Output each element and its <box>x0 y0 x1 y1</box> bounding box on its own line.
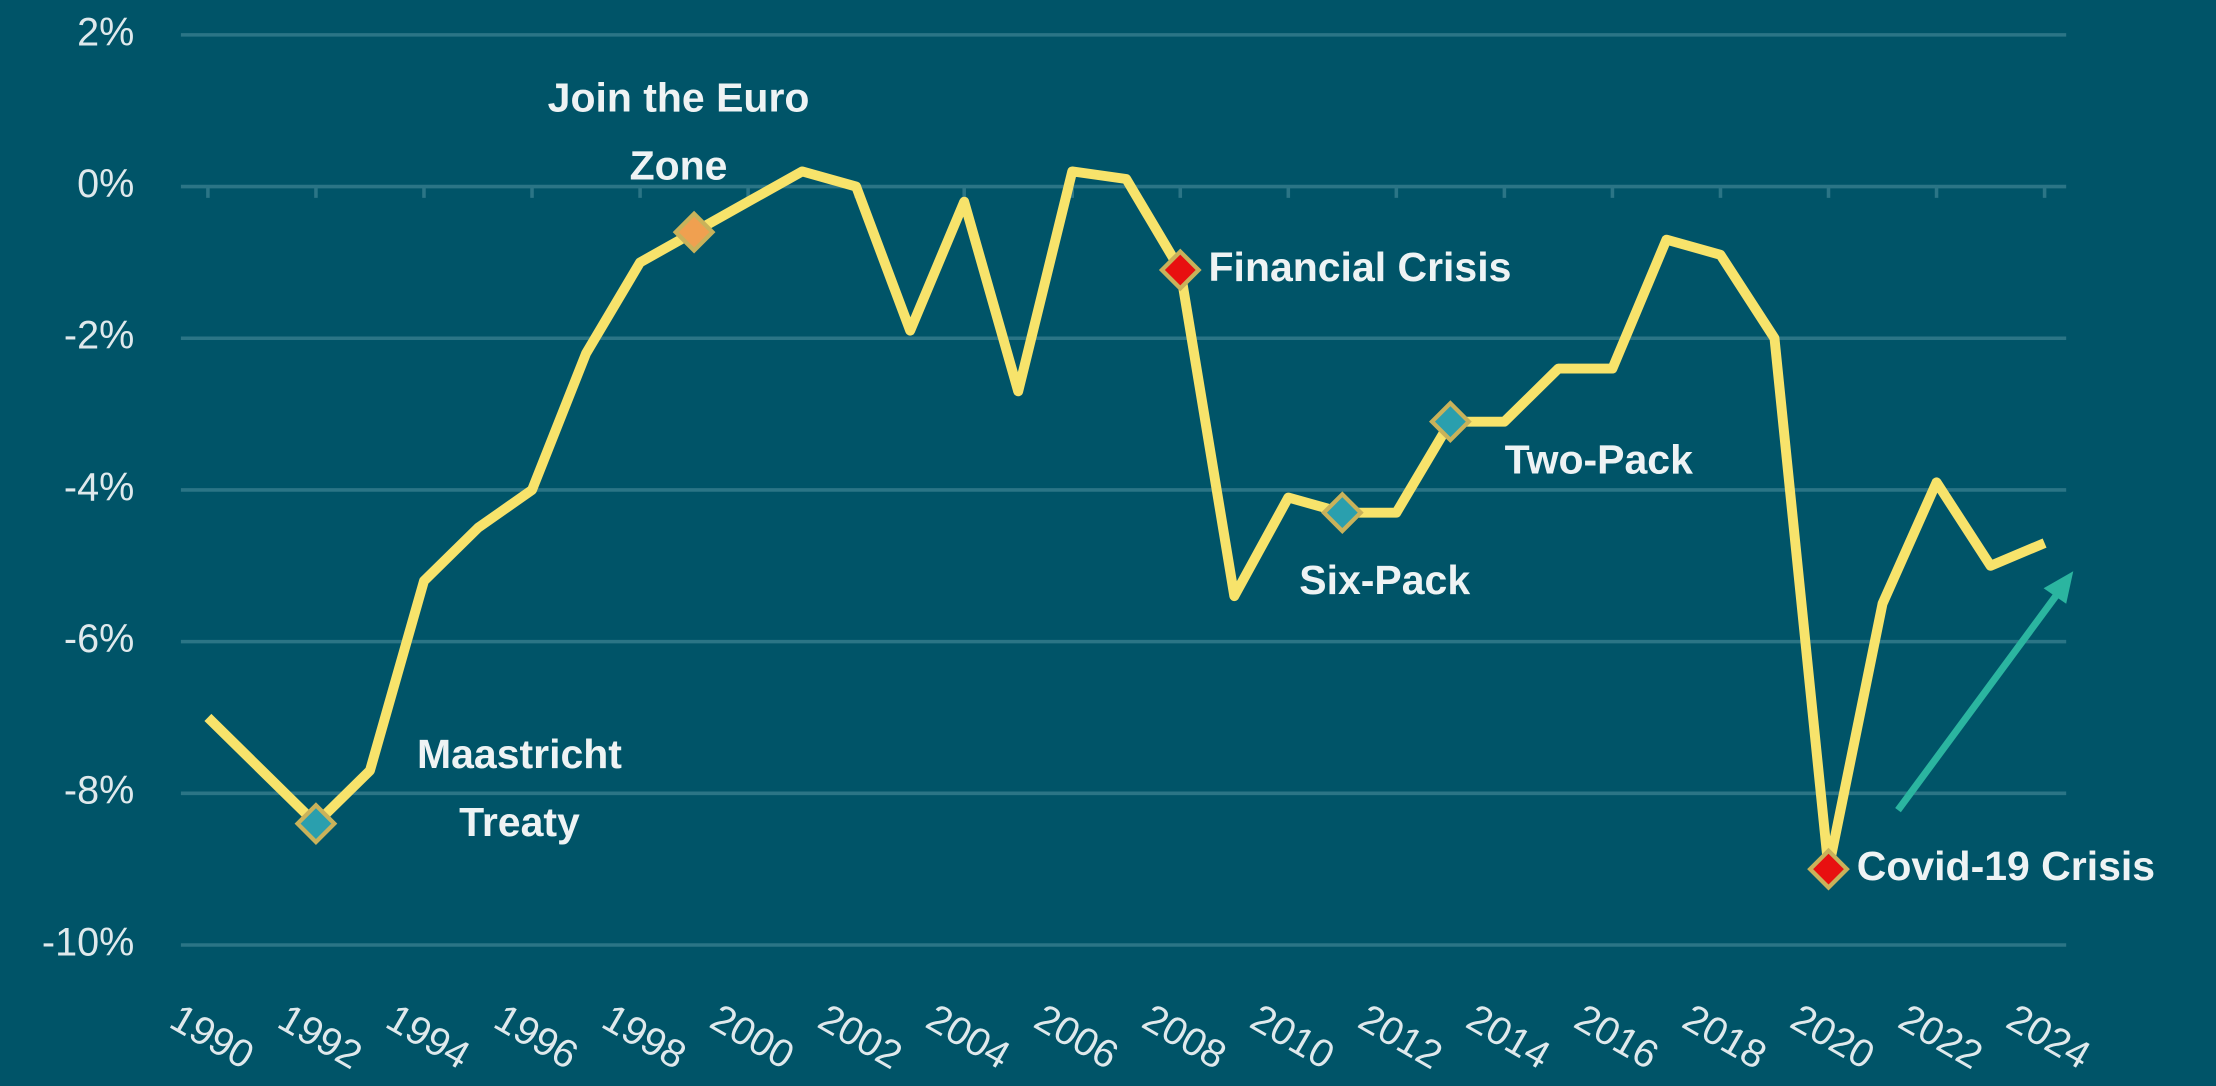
y-tick-label: -4% <box>64 465 134 509</box>
series-line <box>204 166 2047 875</box>
plot: Maastricht Treaty Join the Euro Zone Financi… <box>204 74 2155 891</box>
arrow-head <box>2043 571 2074 604</box>
annotation-label: Treaty <box>459 799 580 845</box>
annotation-label: Join the Euro <box>548 74 810 120</box>
annotation-label: Zone <box>630 142 728 188</box>
annotation-label: Financial Crisis <box>1209 244 1512 290</box>
event-marker <box>294 802 338 846</box>
y-tick-label: -6% <box>64 617 134 661</box>
y-tick-label: 0% <box>77 162 134 206</box>
annotation-label: Maastricht <box>417 731 622 777</box>
event-marker <box>1158 248 1202 292</box>
event-marker <box>672 210 716 254</box>
annotation-label: Two-Pack <box>1505 436 1693 482</box>
annotation-label: Covid-19 Crisis <box>1857 843 2155 889</box>
event-marker <box>1428 400 1472 444</box>
y-tick-label: -2% <box>64 314 134 358</box>
y-tick-label: -8% <box>64 769 134 813</box>
y-tick-label: -10% <box>42 920 134 964</box>
trend-arrow <box>1895 571 2074 813</box>
arrow-shaft <box>1895 587 2064 813</box>
y-tick-label: 2% <box>77 10 134 54</box>
annotation-label: Six-Pack <box>1299 557 1470 603</box>
event-marker <box>1320 491 1364 535</box>
event-marker <box>1807 847 1850 891</box>
